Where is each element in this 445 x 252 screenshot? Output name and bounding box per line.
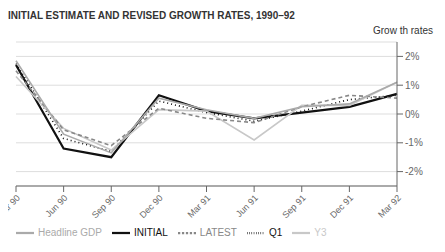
html-text:Q1: Q1 bbox=[268, 226, 283, 238]
html-text:INITIAL: INITIAL bbox=[133, 226, 168, 238]
html-text:INITIAL ESTIMATE AND REVISED G: INITIAL ESTIMATE AND REVISED GROWTH RATE… bbox=[8, 10, 295, 21]
svg-text:Sep 91: Sep 91 bbox=[280, 193, 307, 220]
svg-text:Dec 90: Dec 90 bbox=[138, 193, 165, 220]
svg-text:Jun 90: Jun 90 bbox=[43, 193, 69, 219]
svg-text:-1%: -1% bbox=[405, 137, 423, 148]
svg-text:1%: 1% bbox=[405, 80, 420, 91]
html-text:Headline GDP: Headline GDP bbox=[38, 226, 102, 238]
svg-text:0%: 0% bbox=[405, 109, 420, 120]
svg-text:Mar 92: Mar 92 bbox=[376, 193, 403, 220]
html-text:Y3: Y3 bbox=[314, 226, 327, 238]
svg-text:2%: 2% bbox=[405, 51, 420, 62]
svg-text:Jun 91: Jun 91 bbox=[234, 193, 260, 219]
svg-text:-2%: -2% bbox=[405, 166, 423, 177]
svg-text:Sep 90: Sep 90 bbox=[90, 193, 117, 220]
svg-text:Dec 91: Dec 91 bbox=[328, 193, 355, 220]
html-text:LATEST: LATEST bbox=[199, 226, 237, 238]
svg-text:Mar 91: Mar 91 bbox=[186, 193, 213, 220]
html-text:Grow th rates: Grow th rates bbox=[373, 25, 433, 36]
svg-text:Mar 90: Mar 90 bbox=[8, 193, 22, 220]
